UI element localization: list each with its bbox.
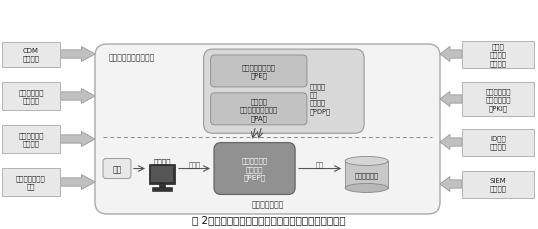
FancyArrow shape xyxy=(60,89,95,104)
Text: コントロールプレーン: コントロールプレーン xyxy=(109,53,155,62)
Bar xyxy=(151,167,173,183)
Text: ポリシー
決定
ポイント
（PDP）: ポリシー 決定 ポイント （PDP） xyxy=(309,83,330,114)
Bar xyxy=(462,41,534,68)
Text: 公開インフラ
ストラクチャ
（PKI）: 公開インフラ ストラクチャ （PKI） xyxy=(485,88,511,111)
FancyArrow shape xyxy=(440,92,462,107)
Bar xyxy=(2,42,60,67)
Bar xyxy=(2,125,60,153)
FancyArrow shape xyxy=(440,47,462,62)
Text: データプレーン: データプレーン xyxy=(251,199,284,208)
Bar xyxy=(462,129,534,156)
FancyArrow shape xyxy=(60,47,95,62)
FancyBboxPatch shape xyxy=(211,93,307,125)
FancyBboxPatch shape xyxy=(95,45,440,214)
Bar xyxy=(462,83,534,117)
Bar xyxy=(2,83,60,111)
FancyArrow shape xyxy=(440,177,462,192)
Text: システム: システム xyxy=(153,158,171,164)
Text: 信頼: 信頼 xyxy=(316,161,324,167)
Text: 図 2：ゼロトラストの中核となる論理コンポーネント: 図 2：ゼロトラストの中核となる論理コンポーネント xyxy=(192,214,346,224)
Ellipse shape xyxy=(345,184,388,193)
FancyBboxPatch shape xyxy=(214,143,295,195)
FancyArrow shape xyxy=(440,135,462,150)
Text: データ
アクセス
ポリシー: データ アクセス ポリシー xyxy=(490,43,506,66)
Bar xyxy=(2,168,60,196)
Bar xyxy=(462,171,534,198)
Text: アクティビティ
ログ: アクティビティ ログ xyxy=(16,175,46,190)
Text: CDM
システム: CDM システム xyxy=(23,48,39,62)
FancyBboxPatch shape xyxy=(211,56,307,87)
Text: ID管理
システム: ID管理 システム xyxy=(490,135,506,150)
Bar xyxy=(159,184,165,189)
Text: SIEM
システム: SIEM システム xyxy=(490,177,506,191)
Text: 企業リソース: 企業リソース xyxy=(355,171,379,178)
Text: ポリシー
アドミニストレータ
（PA）: ポリシー アドミニストレータ （PA） xyxy=(239,98,278,121)
Text: 脅威インテリ
ジェンス: 脅威インテリ ジェンス xyxy=(18,132,44,147)
Text: 業界コンプラ
イアンス: 業界コンプラ イアンス xyxy=(18,89,44,104)
Bar xyxy=(152,188,172,192)
FancyArrow shape xyxy=(60,175,95,190)
FancyBboxPatch shape xyxy=(204,50,364,134)
FancyBboxPatch shape xyxy=(103,159,131,179)
Bar xyxy=(149,165,175,185)
Text: ポリシーエンジン
（PE）: ポリシーエンジン （PE） xyxy=(242,64,276,79)
Bar xyxy=(345,161,388,188)
Text: 主体: 主体 xyxy=(112,164,122,173)
FancyArrow shape xyxy=(60,132,95,147)
Text: ポリシー実施
ポイント
（PEP）: ポリシー実施 ポイント （PEP） xyxy=(242,157,268,180)
Text: 未信頼: 未信頼 xyxy=(188,161,201,167)
Ellipse shape xyxy=(345,157,388,166)
